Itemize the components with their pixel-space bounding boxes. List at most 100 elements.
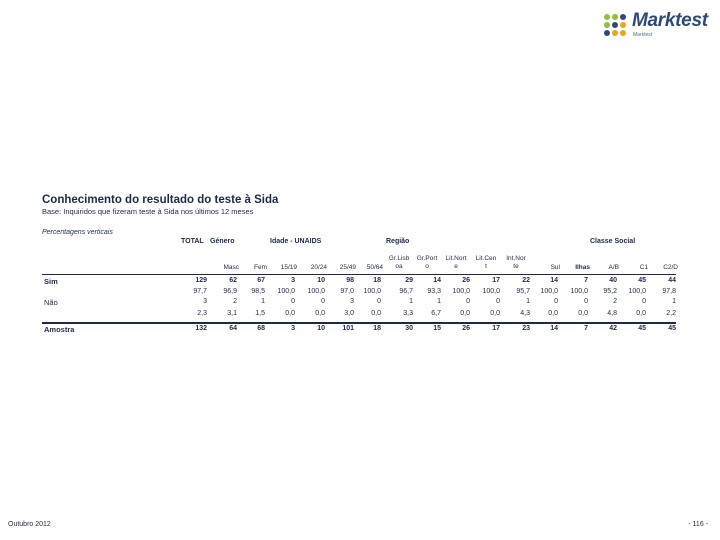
table-cell: 100,0 — [363, 288, 381, 295]
column-header: Gr.Lisb oa — [388, 255, 410, 270]
logo-dot — [612, 30, 618, 36]
table-cell: 18 — [373, 277, 381, 284]
table-cell: 42 — [609, 325, 617, 332]
logo-dot — [604, 30, 610, 36]
table-cell: 0,0 — [490, 310, 500, 317]
logo-dot — [620, 30, 626, 36]
column-header: 20/24 — [310, 264, 327, 271]
table-cell: 4,8 — [607, 310, 617, 317]
sample-rule — [42, 322, 676, 324]
table-cell: 26 — [462, 325, 470, 332]
table-title: Conhecimento do resultado do teste à Sid… — [42, 194, 279, 206]
table-cell: 0 — [321, 298, 325, 305]
column-header: Lit.Cen t — [475, 255, 497, 270]
table-cell: 29 — [405, 277, 413, 284]
logo-tagline: Marktest — [633, 32, 653, 38]
table-cell: 62 — [229, 277, 237, 284]
table-cell: 45 — [638, 277, 646, 284]
table-cell: 97,8 — [662, 288, 676, 295]
logo-dot — [612, 22, 618, 28]
table-cell: 6,7 — [431, 310, 441, 317]
column-header: C1 — [639, 264, 648, 271]
table-cell: 26 — [462, 277, 470, 284]
table-cell: 7 — [584, 277, 588, 284]
table-cell: 132 — [195, 325, 207, 332]
table-cell: 17 — [492, 325, 500, 332]
table-cell: 98,5 — [251, 288, 265, 295]
marktest-logo: Marktest Marktest — [604, 10, 708, 40]
table-cell: 0,0 — [548, 310, 558, 317]
table-cell: 1 — [672, 298, 676, 305]
table-cell: 2,3 — [197, 310, 207, 317]
table-cell: 100,0 — [277, 288, 295, 295]
table-cell: 0 — [466, 298, 470, 305]
table-cell: 1 — [261, 298, 265, 305]
table-cell: 30 — [405, 325, 413, 332]
table-cell: 96,7 — [399, 288, 413, 295]
logo-dot — [620, 14, 626, 20]
table-cell: 14 — [550, 325, 558, 332]
table-cell: 3,1 — [227, 310, 237, 317]
column-header: A/B — [608, 264, 619, 271]
table-cell: 1,5 — [255, 310, 265, 317]
table-cell: 22 — [522, 277, 530, 284]
column-header: C2/D — [663, 264, 678, 271]
table-cell: 0 — [496, 298, 500, 305]
table-cell: 93,3 — [427, 288, 441, 295]
table-cell: 96,9 — [223, 288, 237, 295]
table-cell: 101 — [342, 325, 354, 332]
table-cell: 0,0 — [315, 310, 325, 317]
table-cell: 68 — [257, 325, 265, 332]
table-cell: 100,0 — [482, 288, 500, 295]
table-cell: 100,0 — [452, 288, 470, 295]
column-header: Int.Nor te — [506, 255, 526, 270]
column-header: Gr.Port o — [416, 255, 438, 270]
table-cell: 10 — [317, 325, 325, 332]
table-cell: 100,0 — [570, 288, 588, 295]
table-cell: 3 — [291, 277, 295, 284]
group-header-idade: Idade - UNAIDS — [270, 238, 322, 245]
table-cell: 0,0 — [578, 310, 588, 317]
table-cell: 7 — [584, 325, 588, 332]
group-header-classe-social: Classe Social — [590, 238, 636, 245]
logo-dot — [620, 22, 626, 28]
footer-date: Outubro 2012 — [8, 521, 51, 528]
table-cell: 0,0 — [285, 310, 295, 317]
table-cell: 10 — [317, 277, 325, 284]
table-cell: 0 — [584, 298, 588, 305]
table-cell: 3 — [291, 325, 295, 332]
column-header: Masc — [223, 264, 239, 271]
row-label: Não — [44, 298, 58, 307]
table-cell: 45 — [638, 325, 646, 332]
row-label: Amostra — [44, 325, 75, 334]
table-cell: 0,0 — [636, 310, 646, 317]
table-base: Base: Inquiridos que fizeram teste à Sid… — [42, 207, 254, 216]
header-rule — [42, 274, 676, 275]
table-cell: 3 — [350, 298, 354, 305]
table-cell: 129 — [195, 277, 207, 284]
table-cell: 1 — [526, 298, 530, 305]
column-header: 25/49 — [339, 264, 356, 271]
table-cell: 14 — [550, 277, 558, 284]
table-cell: 0 — [642, 298, 646, 305]
table-cell: 95,7 — [516, 288, 530, 295]
logo-dot — [604, 14, 610, 20]
table-cell: 4,3 — [520, 310, 530, 317]
table-cell: 95,2 — [603, 288, 617, 295]
column-header: Sul — [550, 264, 560, 271]
logo-dots-icon — [604, 12, 630, 38]
table-cell: 0,0 — [371, 310, 381, 317]
table-cell: 15 — [433, 325, 441, 332]
table-cell: 0 — [377, 298, 381, 305]
table-cell: 98 — [346, 277, 354, 284]
logo-dot — [612, 14, 618, 20]
table-cell: 0 — [291, 298, 295, 305]
logo-wordmark: Marktest — [632, 10, 708, 31]
table-cell: 17 — [492, 277, 500, 284]
row-label: Sim — [44, 277, 58, 286]
table-cell: 40 — [609, 277, 617, 284]
table-cell: 97,7 — [193, 288, 207, 295]
table-cell: 18 — [373, 325, 381, 332]
table-cell: 97,0 — [340, 288, 354, 295]
table-cell: 100,0 — [307, 288, 325, 295]
